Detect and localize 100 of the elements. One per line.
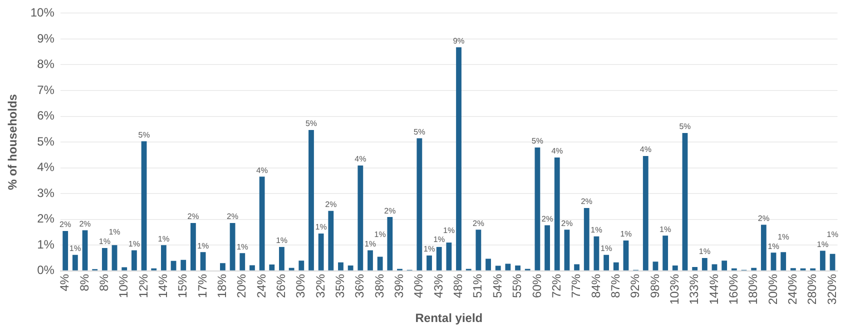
bar <box>770 252 776 270</box>
bar <box>760 224 766 270</box>
bar <box>170 260 176 270</box>
x-tick-label: 35% <box>333 274 348 298</box>
bar <box>102 248 108 270</box>
data-label: 1% <box>276 236 288 246</box>
x-tick-label: 10% <box>116 274 131 298</box>
bar <box>288 268 294 270</box>
x-tick-label: 24% <box>254 274 268 298</box>
bar <box>830 254 836 270</box>
bar <box>495 266 501 270</box>
x-tick-label: 14% <box>156 274 170 298</box>
data-label: 2% <box>187 212 199 222</box>
y-tick-label: 10% <box>30 6 55 20</box>
x-tick-label: 54% <box>490 274 504 298</box>
x-tick-label: 84% <box>588 274 603 298</box>
bar <box>180 260 186 270</box>
data-label: 1% <box>443 226 455 235</box>
bar <box>584 208 590 270</box>
data-label: 9% <box>452 36 465 46</box>
x-tick-label: 98% <box>648 274 662 298</box>
y-axis-title: % of households <box>6 94 20 190</box>
data-label: 5% <box>138 130 150 140</box>
bar <box>358 166 364 270</box>
data-label: 4% <box>354 154 366 164</box>
bar <box>348 265 354 270</box>
x-tick-label: 12% <box>136 274 150 298</box>
data-label: 2% <box>758 214 770 223</box>
data-label: 1% <box>768 242 780 251</box>
y-tick-label: 4% <box>37 160 55 174</box>
data-label: 4% <box>256 166 268 175</box>
bar <box>515 265 520 270</box>
bar <box>534 147 540 270</box>
bar <box>564 230 570 270</box>
bar <box>368 250 373 270</box>
bar <box>574 264 580 270</box>
y-tick-label: 7% <box>37 82 55 97</box>
x-tick-label: 144% <box>706 274 721 305</box>
data-label: 1% <box>600 244 612 254</box>
bar <box>712 264 718 270</box>
bar <box>82 230 88 270</box>
x-tick-label: 160% <box>726 274 740 305</box>
data-label: 1% <box>108 227 120 236</box>
x-tick-label: 240% <box>785 274 800 305</box>
x-tick-label: 26% <box>274 274 288 298</box>
bar <box>446 242 452 270</box>
data-label: 1% <box>778 232 790 242</box>
data-label: 5% <box>679 122 691 132</box>
bar <box>200 252 206 270</box>
data-label: 2% <box>60 220 72 230</box>
bar <box>554 158 560 270</box>
y-tick-label: 3% <box>37 186 55 200</box>
data-label: 2% <box>226 212 238 222</box>
bar <box>230 222 236 270</box>
data-label: 1% <box>698 247 710 256</box>
data-label: 1% <box>69 244 81 254</box>
x-tick-label: 30% <box>294 274 308 298</box>
x-tick-label: 320% <box>824 274 839 305</box>
bar <box>338 262 344 270</box>
data-label: 1% <box>590 226 602 235</box>
bar <box>298 260 304 270</box>
x-tick-label: 18% <box>215 274 230 298</box>
data-label: 2% <box>384 206 396 216</box>
bar <box>141 141 147 270</box>
x-tick-label: 180% <box>746 274 760 305</box>
bar <box>505 264 511 270</box>
data-label: 1% <box>128 239 140 248</box>
x-axis-title: Rental yield <box>415 311 483 326</box>
bar <box>240 253 246 270</box>
data-label: 1% <box>826 230 838 240</box>
y-tick-label: 6% <box>37 108 55 123</box>
bar <box>820 250 826 270</box>
data-label: 1% <box>660 224 672 234</box>
x-tick-label: 51% <box>470 274 485 298</box>
bar <box>318 234 324 270</box>
bar <box>623 240 629 270</box>
y-tick-label: 0% <box>37 263 55 278</box>
bar <box>702 258 708 270</box>
x-tick-label: 38% <box>372 274 386 298</box>
data-label: 1% <box>620 230 632 239</box>
bar <box>751 268 757 270</box>
x-tick-label: 15% <box>176 274 190 298</box>
bar <box>722 260 728 270</box>
bar <box>426 255 432 270</box>
x-tick-label: 133% <box>687 274 702 305</box>
data-label: 2% <box>561 218 573 228</box>
data-label: 1% <box>374 230 386 239</box>
data-label: 1% <box>364 239 376 248</box>
bar <box>652 262 658 270</box>
bar <box>672 265 678 270</box>
bar <box>62 230 68 270</box>
bar <box>328 210 334 270</box>
bar <box>662 236 668 270</box>
data-label: 5% <box>532 136 544 146</box>
data-label: 1% <box>816 240 828 250</box>
data-label: 1% <box>433 235 445 244</box>
x-tick-label: 39% <box>392 274 406 298</box>
data-label: 2% <box>542 214 554 224</box>
x-tick-label: 36% <box>352 274 367 298</box>
bar <box>436 246 442 270</box>
